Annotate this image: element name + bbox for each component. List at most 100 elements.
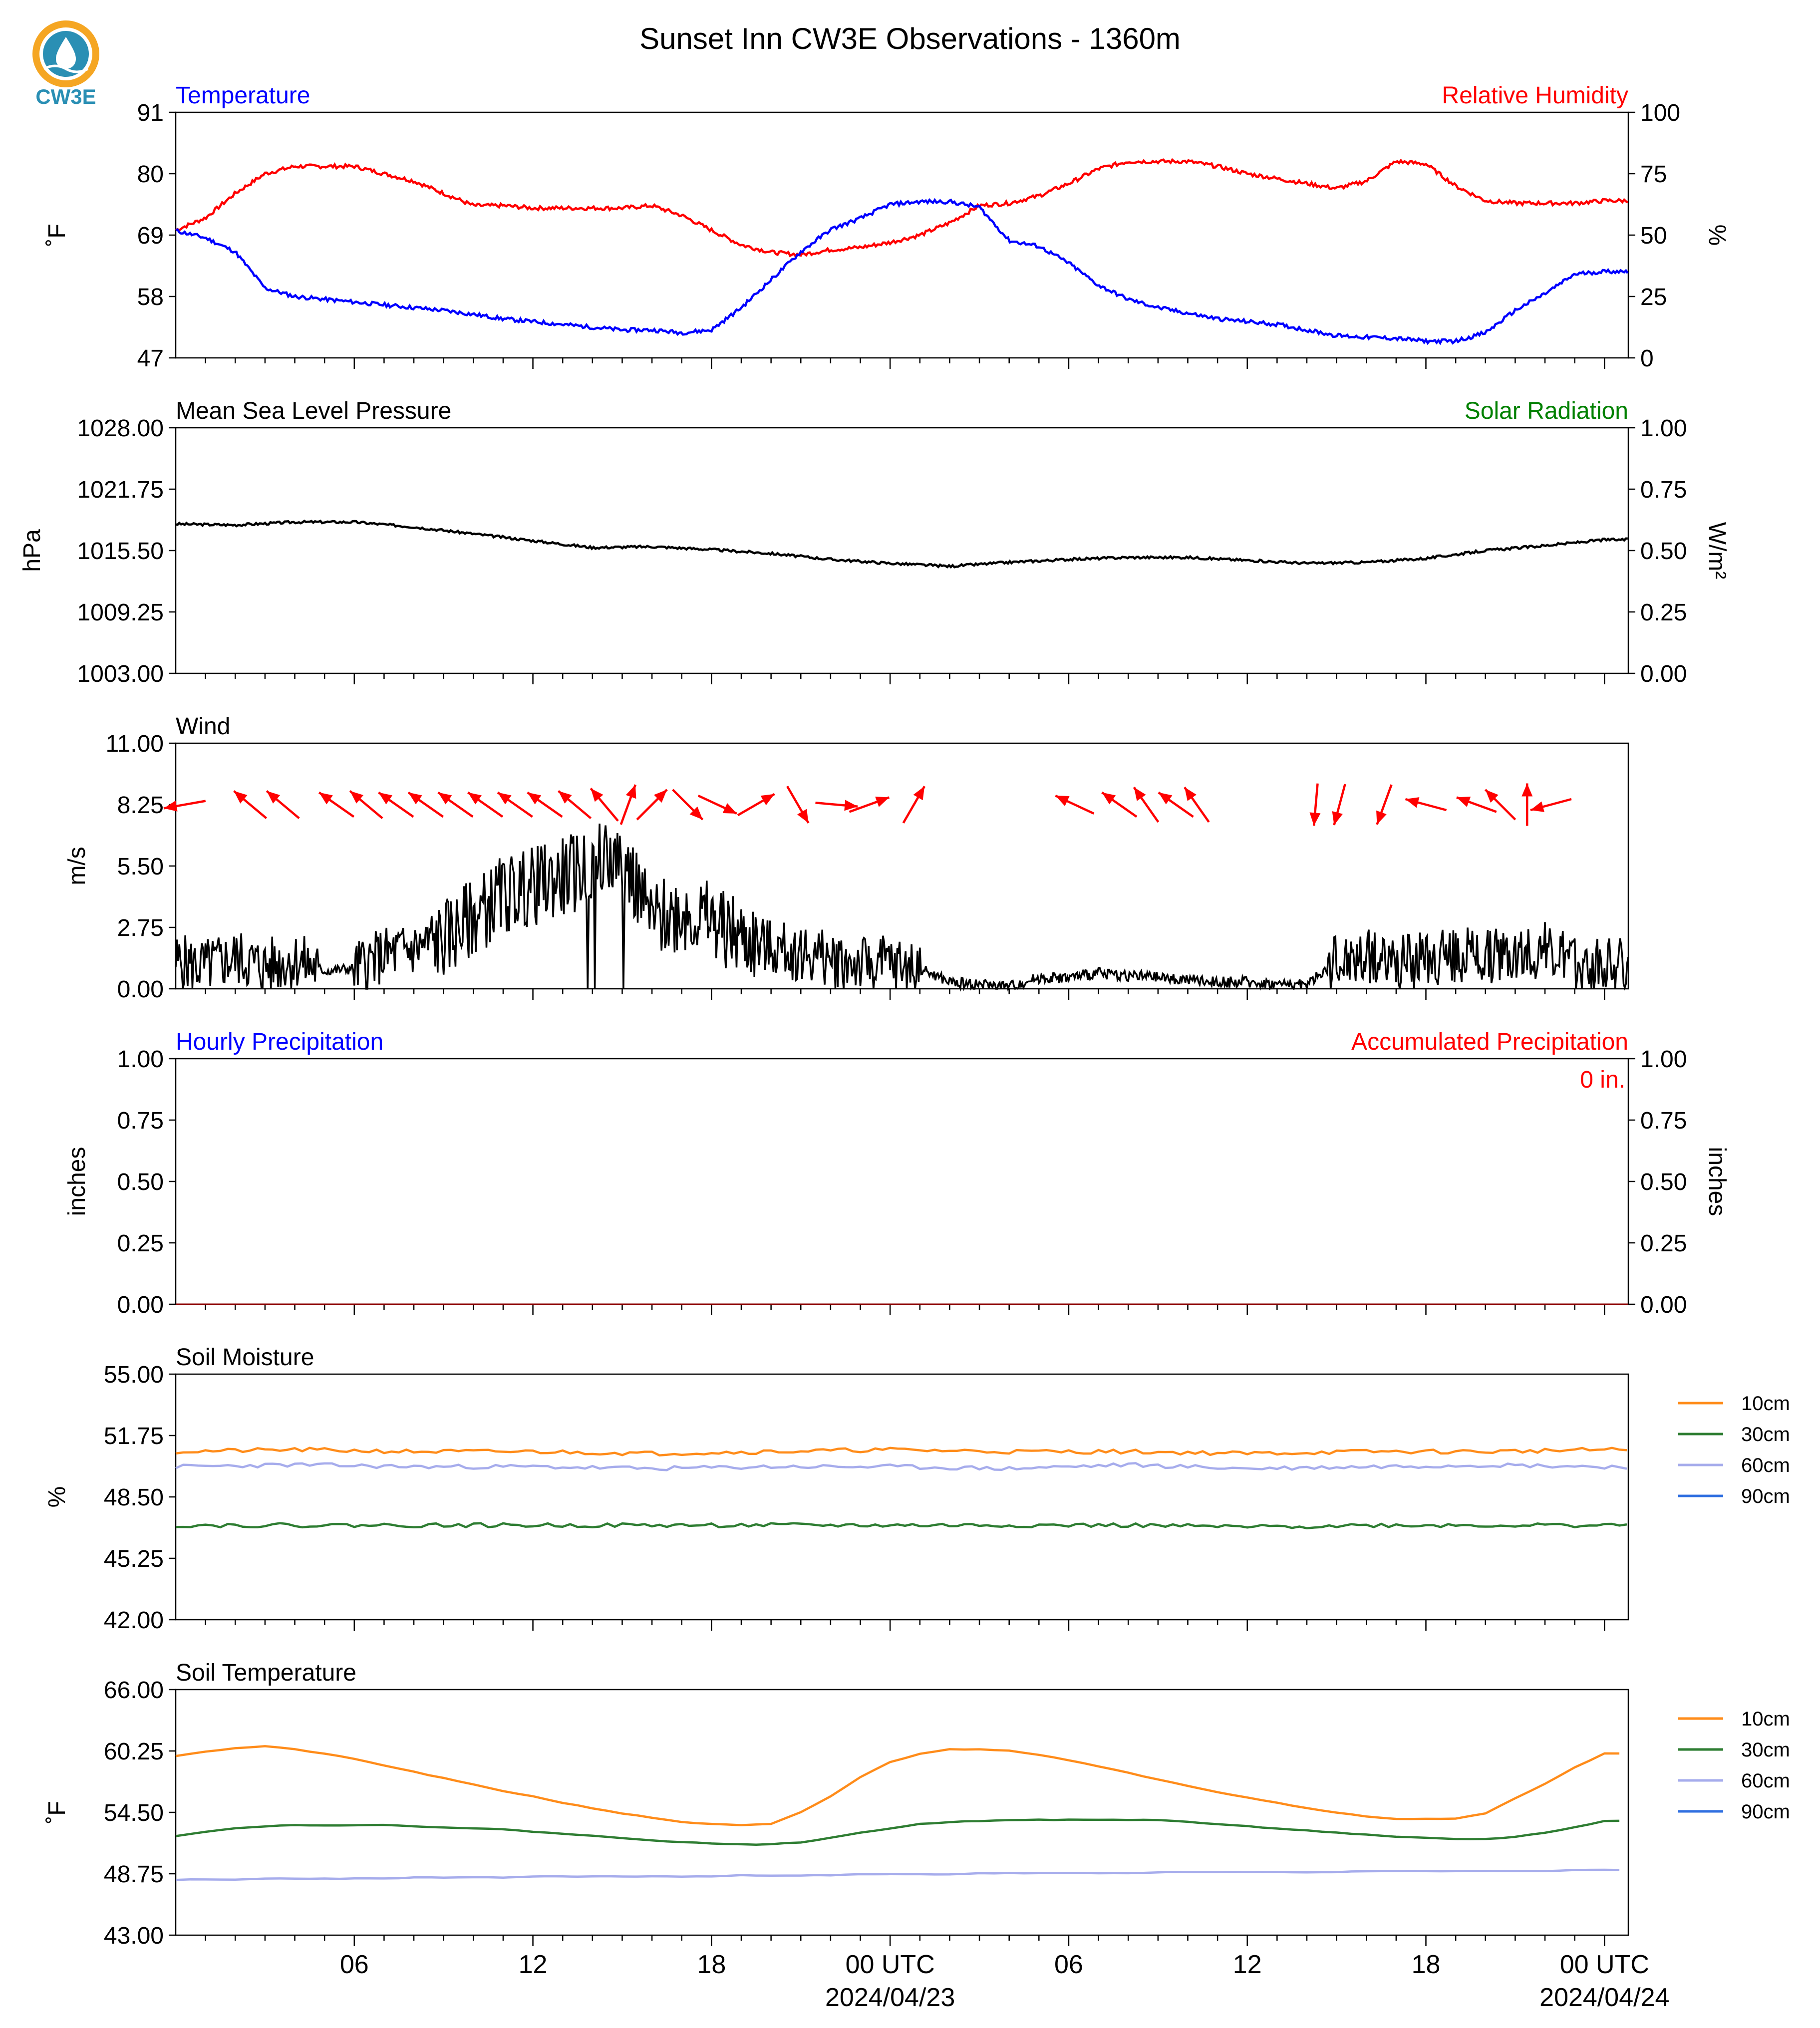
wind-arrow-head bbox=[438, 792, 452, 805]
y-tick-label-right: 0.25 bbox=[1640, 1230, 1687, 1257]
wind-arrow bbox=[786, 786, 810, 824]
logo-wave-icon bbox=[43, 64, 89, 73]
y-tick-label-right: 0.75 bbox=[1640, 477, 1687, 503]
wind-arrow bbox=[1158, 791, 1194, 818]
x-tick-label: 06 bbox=[1054, 1950, 1083, 1979]
accumulated-total-label: 0 in. bbox=[1580, 1067, 1625, 1093]
wind-arrow-head bbox=[164, 801, 178, 812]
panel-soil-temperature: 66.00 60.25 54.50 48.75 43.00 Soil Temperatur… bbox=[44, 1660, 1790, 1949]
wind-arrow-head bbox=[913, 786, 925, 801]
plot-frame bbox=[175, 1058, 1629, 1305]
y-tick-label-left: 1009.25 bbox=[77, 599, 164, 626]
wind-arrow bbox=[1530, 798, 1572, 812]
wind-arrow bbox=[849, 796, 890, 813]
y-tick-label-left: 48.50 bbox=[104, 1484, 164, 1511]
y-tick-label-left: 54.50 bbox=[104, 1800, 164, 1826]
y-axis-label-left: hPa bbox=[19, 529, 45, 572]
wind-arrow-head bbox=[760, 794, 775, 806]
y-tick-label-left: 80 bbox=[137, 161, 164, 188]
wind-arrow-head bbox=[797, 809, 809, 823]
panel-title-left: Soil Temperature bbox=[176, 1660, 356, 1686]
y-tick-label-left: 51.75 bbox=[104, 1423, 164, 1449]
panel-title-left: Mean Sea Level Pressure bbox=[176, 398, 451, 424]
y-axis-label-left: ˚F bbox=[44, 224, 70, 246]
logo-text: CW3E bbox=[35, 85, 96, 108]
y-tick-label-left: 11.00 bbox=[105, 731, 164, 757]
y-axis-label-left: ˚F bbox=[44, 1801, 70, 1823]
series-line-10cm bbox=[175, 1745, 1620, 1826]
wind-arrow bbox=[815, 800, 858, 811]
wind-arrow-head bbox=[722, 803, 737, 814]
x-tick-label: 18 bbox=[697, 1950, 726, 1979]
wind-arrow-head bbox=[408, 792, 422, 805]
wind-arrow bbox=[902, 786, 926, 824]
panel-title-right: Accumulated Precipitation bbox=[1351, 1029, 1628, 1055]
y-tick-label-left: 1021.75 bbox=[77, 477, 164, 503]
legend-label-10cm: 10cm bbox=[1741, 1708, 1790, 1730]
wind-arrow bbox=[349, 790, 383, 820]
wind-arrow bbox=[437, 791, 474, 818]
panel-title-left: Hourly Precipitation bbox=[176, 1029, 383, 1055]
wind-arrow-head bbox=[1332, 811, 1343, 826]
series-line-temperature bbox=[175, 198, 1629, 345]
wind-arrow-head bbox=[1530, 801, 1544, 812]
wind-arrow-head bbox=[319, 792, 333, 805]
wind-arrow-head bbox=[468, 792, 482, 805]
y-tick-label-left: 58 bbox=[137, 284, 164, 310]
series-line-60cm bbox=[175, 1462, 1627, 1471]
y-tick-label-left: 66.00 bbox=[104, 1677, 164, 1704]
wind-arrow bbox=[407, 791, 444, 818]
y-tick-label-left: 0.50 bbox=[117, 1169, 164, 1195]
y-tick-label-right: 0 bbox=[1640, 345, 1654, 372]
series-line-pressure bbox=[175, 519, 1628, 569]
x-tick-label: 06 bbox=[340, 1950, 369, 1979]
logo-drop-icon bbox=[56, 37, 76, 69]
y-tick-label-left: 0.00 bbox=[117, 976, 164, 1003]
x-date-label: 2024/04/24 bbox=[1539, 1983, 1669, 2012]
x-tick-label: 00 UTC bbox=[846, 1950, 935, 1979]
wind-arrow bbox=[697, 794, 737, 815]
panel-title-left: Temperature bbox=[176, 82, 310, 109]
wind-arrow-head bbox=[1405, 797, 1420, 808]
y-tick-label-right: 0.50 bbox=[1640, 1169, 1687, 1195]
wind-arrow bbox=[1521, 783, 1533, 826]
wind-arrow bbox=[233, 790, 268, 820]
y-tick-label-right: 100 bbox=[1640, 100, 1680, 126]
wind-arrow-head bbox=[1485, 789, 1499, 803]
panel-title-right: Solar Radiation bbox=[1465, 398, 1628, 424]
y-tick-label-left: 0.25 bbox=[117, 1230, 164, 1257]
wind-arrow-head bbox=[1184, 787, 1197, 801]
wind-arrow bbox=[318, 791, 355, 818]
wind-arrow bbox=[558, 790, 592, 820]
wind-arrow-head bbox=[844, 800, 858, 811]
y-tick-label-left: 1.00 bbox=[117, 1046, 164, 1073]
y-tick-label-left: 1015.50 bbox=[77, 538, 164, 565]
wind-arrow bbox=[1332, 784, 1346, 826]
plot-frame bbox=[175, 1373, 1629, 1621]
wind-arrow bbox=[636, 789, 668, 821]
cw3e-logo: CW3E bbox=[32, 20, 99, 108]
series-line-30cm bbox=[175, 1522, 1627, 1529]
wind-arrow bbox=[1309, 783, 1321, 826]
y-tick-label-left: 60.25 bbox=[104, 1738, 164, 1765]
y-axis-label-right: W/m² bbox=[1704, 522, 1730, 579]
series-line-30cm bbox=[175, 1818, 1620, 1846]
wind-arrow-head bbox=[1309, 812, 1321, 826]
panel-precipitation: 1.00 0.75 0.50 0.25 0.00 1.00 0.75 0.50 0.25 0.00… bbox=[64, 1029, 1730, 1318]
y-tick-label-left: 1003.00 bbox=[77, 661, 164, 687]
wind-arrow-head bbox=[875, 797, 890, 807]
wind-arrow-head bbox=[1521, 783, 1533, 797]
legend-label-30cm: 30cm bbox=[1741, 1424, 1790, 1446]
y-tick-label-right: 0.00 bbox=[1640, 661, 1687, 687]
logo-ring-icon bbox=[32, 20, 99, 87]
wind-arrow bbox=[672, 789, 704, 821]
y-axis-label-right: inches bbox=[1704, 1147, 1730, 1216]
wind-arrow bbox=[1376, 784, 1393, 825]
wind-arrow bbox=[1101, 791, 1138, 818]
wind-arrow-head bbox=[625, 785, 636, 799]
wind-arrow-head bbox=[1456, 797, 1471, 807]
wind-arrow-head bbox=[1376, 810, 1387, 825]
wind-arrow bbox=[266, 790, 300, 820]
plot-frame bbox=[175, 1689, 1629, 1936]
